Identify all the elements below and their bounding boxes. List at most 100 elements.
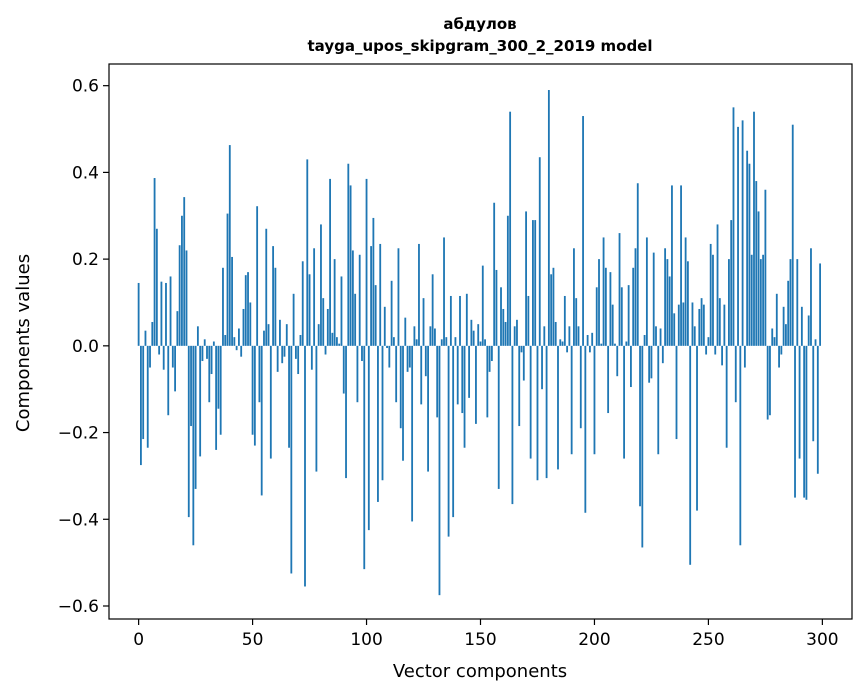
bar (579, 345, 582, 429)
bar (142, 345, 145, 440)
bar (345, 345, 347, 479)
bar (326, 308, 329, 346)
bar (354, 293, 357, 346)
bar (155, 228, 158, 346)
bar (807, 315, 810, 346)
bar (481, 265, 484, 346)
bar (297, 345, 300, 375)
bars-group (137, 90, 821, 596)
bar (465, 293, 468, 346)
bar (630, 345, 632, 388)
bar (187, 345, 190, 518)
bar (525, 211, 527, 346)
bar (429, 326, 432, 346)
bar (210, 345, 213, 375)
bar (773, 337, 776, 346)
bar (780, 345, 783, 355)
bar (438, 345, 441, 596)
bar (440, 339, 443, 346)
bar (338, 343, 341, 346)
bar (705, 345, 708, 355)
bar (757, 211, 760, 346)
bar (490, 345, 493, 362)
bar (404, 317, 407, 346)
bar (803, 345, 806, 498)
x-tick-label: 0 (133, 630, 144, 650)
bar (372, 217, 375, 346)
bar (516, 319, 518, 346)
bar (283, 345, 286, 357)
bar (748, 163, 751, 346)
bar (199, 345, 202, 457)
bar (358, 254, 361, 346)
bar (511, 345, 514, 505)
bar (741, 120, 744, 346)
bar (819, 263, 821, 346)
bar (477, 324, 480, 346)
bar (518, 345, 521, 427)
bar (146, 345, 149, 448)
bar (406, 345, 409, 372)
bar (800, 306, 803, 346)
chart-subtitle: tayga_upos_skipgram_300_2_2019 model (308, 37, 653, 55)
bar (185, 250, 188, 346)
bar (194, 345, 197, 489)
bar (256, 206, 259, 346)
bar (190, 345, 192, 427)
bar (725, 345, 728, 448)
bar (506, 215, 509, 346)
bar (543, 326, 546, 346)
bar (552, 267, 555, 346)
bar (310, 345, 313, 370)
bar (427, 345, 429, 472)
bar (559, 339, 562, 346)
bar (402, 345, 404, 461)
bar (712, 254, 714, 346)
bar (349, 185, 352, 346)
bar (449, 295, 452, 346)
bar (577, 326, 580, 346)
bar (541, 345, 543, 390)
bar (265, 228, 268, 346)
bar (563, 295, 566, 346)
bar (292, 293, 295, 346)
bar (700, 298, 703, 346)
bar (367, 345, 370, 531)
bar (456, 345, 459, 405)
bar (789, 259, 792, 346)
bar (798, 345, 801, 459)
bar (208, 345, 211, 403)
bar (721, 345, 723, 366)
bar (201, 345, 204, 362)
bar (575, 298, 578, 346)
bar (584, 345, 587, 513)
bar (716, 224, 719, 346)
bar (431, 274, 434, 346)
bar (586, 335, 589, 346)
bar (294, 345, 297, 359)
bar (183, 197, 186, 346)
bar (381, 345, 384, 481)
bar (251, 345, 254, 435)
bar (315, 345, 318, 472)
bar (361, 345, 363, 362)
bar (247, 272, 249, 346)
bar (671, 185, 673, 346)
bar (627, 285, 630, 346)
bar (324, 345, 327, 355)
bar (641, 345, 644, 548)
bar (762, 254, 765, 346)
bar (162, 345, 165, 370)
bar (434, 328, 436, 346)
bar (636, 183, 639, 346)
bar (206, 345, 208, 359)
bar (418, 243, 420, 346)
bar (445, 337, 448, 346)
bar (415, 339, 418, 346)
bar (413, 326, 416, 346)
bar (436, 345, 439, 418)
y-tick-label: 0.6 (72, 77, 99, 97)
bar (625, 341, 628, 346)
chart-title: абдулов (443, 15, 516, 33)
